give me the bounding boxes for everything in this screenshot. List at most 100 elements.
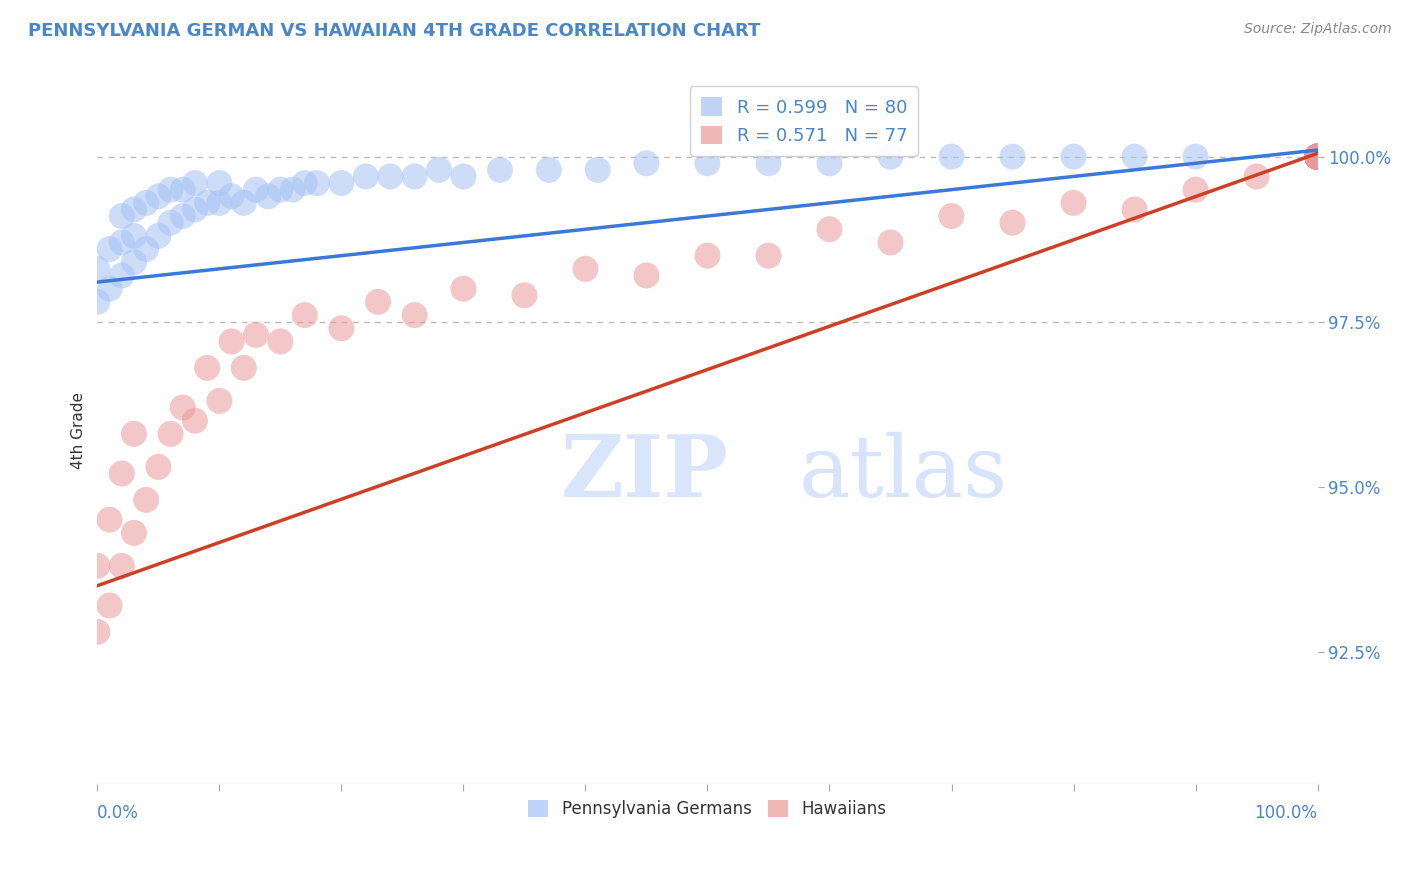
Text: Source: ZipAtlas.com: Source: ZipAtlas.com <box>1244 22 1392 37</box>
Point <box>537 162 560 177</box>
Point <box>257 189 280 203</box>
Point <box>281 183 304 197</box>
Point <box>586 162 609 177</box>
Point <box>159 426 181 441</box>
Point <box>111 558 134 573</box>
Point <box>1306 150 1329 164</box>
Point <box>294 308 316 322</box>
Point <box>1306 150 1329 164</box>
Point <box>696 156 718 170</box>
Point <box>1306 150 1329 164</box>
Point <box>1306 150 1329 164</box>
Text: PENNSYLVANIA GERMAN VS HAWAIIAN 4TH GRADE CORRELATION CHART: PENNSYLVANIA GERMAN VS HAWAIIAN 4TH GRAD… <box>28 22 761 40</box>
Point <box>98 282 121 296</box>
Point <box>1063 150 1085 164</box>
Point <box>98 242 121 256</box>
Point <box>489 162 512 177</box>
Point <box>1123 202 1146 217</box>
Point <box>135 195 157 210</box>
Point <box>1063 195 1085 210</box>
Point <box>1306 150 1329 164</box>
Point <box>148 228 170 243</box>
Point <box>1306 150 1329 164</box>
Point <box>1306 150 1329 164</box>
Point <box>1306 150 1329 164</box>
Point <box>1306 150 1329 164</box>
Point <box>98 513 121 527</box>
Point <box>184 414 207 428</box>
Point <box>122 202 145 217</box>
Point <box>245 183 267 197</box>
Point <box>404 169 426 184</box>
Point <box>1306 150 1329 164</box>
Point <box>1306 150 1329 164</box>
Point <box>1306 150 1329 164</box>
Point <box>208 393 231 408</box>
Point <box>1306 150 1329 164</box>
Point <box>1001 150 1024 164</box>
Point <box>1184 150 1206 164</box>
Point <box>1306 150 1329 164</box>
Point <box>1306 150 1329 164</box>
Point <box>1306 150 1329 164</box>
Point <box>1306 150 1329 164</box>
Point <box>1306 150 1329 164</box>
Point <box>367 294 389 309</box>
Point <box>221 189 243 203</box>
Point <box>1306 150 1329 164</box>
Point <box>208 176 231 190</box>
Point <box>245 327 267 342</box>
Point <box>354 169 377 184</box>
Point <box>1306 150 1329 164</box>
Point <box>305 176 328 190</box>
Point <box>1306 150 1329 164</box>
Point <box>148 459 170 474</box>
Point <box>111 268 134 283</box>
Point <box>636 156 658 170</box>
Point <box>758 156 780 170</box>
Point <box>758 249 780 263</box>
Y-axis label: 4th Grade: 4th Grade <box>72 392 86 469</box>
Point <box>294 176 316 190</box>
Point <box>122 525 145 540</box>
Point <box>1306 150 1329 164</box>
Point <box>98 599 121 613</box>
Point <box>1306 150 1329 164</box>
Point <box>453 169 475 184</box>
Point <box>232 195 254 210</box>
Point <box>427 162 450 177</box>
Point <box>1306 150 1329 164</box>
Point <box>208 195 231 210</box>
Point <box>172 401 194 415</box>
Point <box>1306 150 1329 164</box>
Point <box>1123 150 1146 164</box>
Point <box>122 426 145 441</box>
Point <box>148 189 170 203</box>
Point <box>1306 150 1329 164</box>
Point <box>1306 150 1329 164</box>
Point <box>1306 150 1329 164</box>
Point <box>1306 150 1329 164</box>
Point <box>184 176 207 190</box>
Legend: Pennsylvania Germans, Hawaiians: Pennsylvania Germans, Hawaiians <box>522 793 893 825</box>
Point <box>159 183 181 197</box>
Point <box>879 150 901 164</box>
Point <box>172 209 194 223</box>
Point <box>1306 150 1329 164</box>
Point <box>1306 150 1329 164</box>
Point <box>1306 150 1329 164</box>
Point <box>330 321 353 335</box>
Point <box>1306 150 1329 164</box>
Point <box>1306 150 1329 164</box>
Point <box>1306 150 1329 164</box>
Point <box>1306 150 1329 164</box>
Point <box>1306 150 1329 164</box>
Text: atlas: atlas <box>799 432 1008 515</box>
Point <box>232 360 254 375</box>
Point <box>1306 150 1329 164</box>
Point <box>1306 150 1329 164</box>
Point <box>1306 150 1329 164</box>
Point <box>1306 150 1329 164</box>
Point <box>122 228 145 243</box>
Point <box>513 288 536 302</box>
